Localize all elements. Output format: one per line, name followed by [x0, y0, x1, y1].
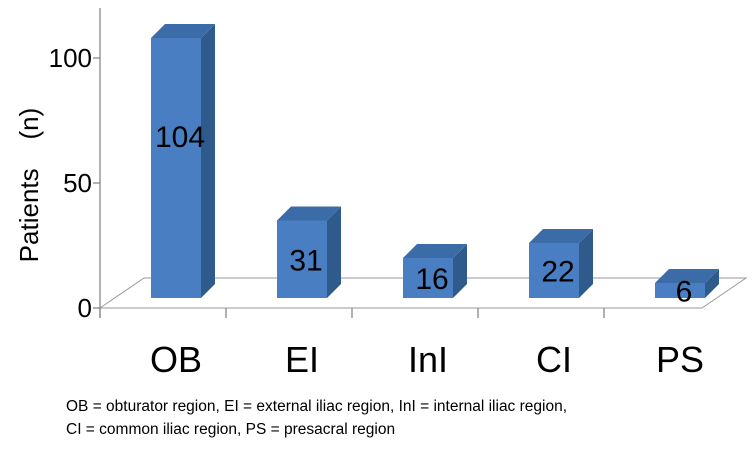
chart-bars [151, 24, 719, 298]
bar-ei [277, 206, 341, 298]
bar-side [327, 206, 341, 298]
x-tick-label: EI [285, 339, 319, 380]
bar-front [529, 243, 579, 298]
x-tick-label: InI [408, 339, 448, 380]
x-tick-label: OB [150, 339, 202, 380]
bar-ps [655, 269, 719, 298]
bar-ini [403, 244, 467, 298]
bar-front [277, 220, 327, 298]
data-label: 6 [676, 276, 693, 309]
y-tick-label: 100 [49, 43, 92, 73]
x-tick-label: PS [656, 339, 704, 380]
bar-top [655, 269, 719, 283]
footnote-line-1: OB = obturator region, EI = external ili… [66, 398, 568, 415]
bar-top [151, 24, 215, 38]
bar-top [529, 229, 593, 243]
y-tick-label: 0 [78, 293, 92, 323]
y-axis-label: Patients (n) [14, 108, 44, 263]
data-label: 104 [155, 121, 205, 154]
footnote-line-2: CI = common iliac region, PS = presacral… [66, 421, 396, 438]
chart-labels: 0 50 100 104 OB 31 EI 16 InI 22 CI 6 PS [49, 43, 704, 380]
bar-top [403, 244, 467, 258]
x-tick-label: CI [536, 339, 572, 380]
bar-chart: 0 50 100 104 OB 31 EI 16 InI 22 CI 6 PS Patients (n) [14, 8, 748, 380]
data-label: 22 [541, 256, 574, 289]
data-label: 31 [289, 244, 322, 277]
bar-side [705, 269, 719, 298]
bar-front [655, 283, 705, 298]
bar-side [579, 229, 593, 298]
bar-ob [151, 24, 215, 298]
bar-front [403, 258, 453, 298]
data-label: 16 [415, 263, 448, 296]
y-tick-label: 50 [63, 168, 92, 198]
bar-front [151, 38, 201, 298]
bar-side [201, 24, 215, 298]
bar-side [453, 244, 467, 298]
bar-top [277, 206, 341, 221]
bar-ci [529, 229, 593, 298]
